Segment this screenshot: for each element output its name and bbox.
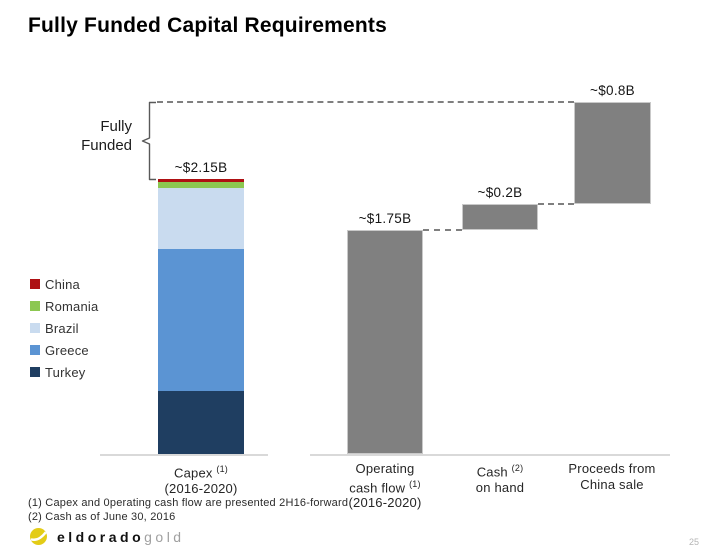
axis-label-proceeds-line2: China sale <box>580 476 644 492</box>
legend-swatch-china <box>30 279 40 289</box>
axis-label-capex: Capex (1) (2016-2020) <box>146 462 256 496</box>
axis-label-ocf-line2: cash flow <box>349 479 406 495</box>
axis-label-operating-cash-flow: Operating cash flow (1) (2016-2020) <box>340 461 430 511</box>
axis-label-capex-line2: (2016-2020) <box>164 480 238 496</box>
logo-text-eldorado: eldorado <box>57 528 145 545</box>
axis-label-cash-line1: Cash <box>476 464 508 480</box>
capex-segment-china <box>158 178 244 182</box>
legend-label-turkey: Turkey <box>45 364 86 380</box>
bar-cash-on-hand <box>462 204 538 230</box>
capex-total-label: ~$2.15B <box>174 159 228 175</box>
footer-logo: eldorado gold <box>30 528 185 545</box>
fully-funded-label: Fully Funded <box>56 117 132 155</box>
axis-label-cash-line2: on hand <box>475 479 525 495</box>
footnote-marker-2: (2) <box>511 463 524 473</box>
capex-segment-greece <box>158 249 244 392</box>
axis-label-ocf-line1: Operating <box>355 461 415 476</box>
sources-axis-line <box>310 454 670 456</box>
legend-swatch-brazil <box>30 323 40 333</box>
footnotes: (1) Capex and 0perating cash flow are pr… <box>28 497 348 524</box>
cash-on-hand-value-label: ~$0.2B <box>477 185 523 201</box>
axis-label-cash-on-hand: Cash (2) on hand <box>455 461 545 495</box>
capex-segment-brazil <box>158 187 244 250</box>
capex-axis-line <box>100 454 268 456</box>
legend: China Romania Brazil Greece Turkey <box>30 277 98 387</box>
axis-label-proceeds: Proceeds from China sale <box>557 461 667 492</box>
fully-funded-label-line1: Fully <box>100 118 132 135</box>
legend-label-brazil: Brazil <box>45 320 79 336</box>
page-title: Fully Funded Capital Requirements <box>28 14 387 37</box>
fully-funded-bracket <box>141 101 156 181</box>
fully-funded-dashed-line <box>157 101 574 103</box>
footnote-marker-1: (1) <box>216 464 228 474</box>
legend-label-romania: Romania <box>45 298 99 314</box>
legend-item-turkey: Turkey <box>30 364 98 380</box>
footnote-1: (1) Capex and 0perating cash flow are pr… <box>28 497 349 509</box>
fully-funded-label-line2: Funded <box>81 137 132 154</box>
legend-item-romania: Romania <box>30 298 99 314</box>
logo-text-gold: gold <box>144 528 185 545</box>
legend-label-greece: Greece <box>45 342 89 358</box>
legend-item-brazil: Brazil <box>30 320 98 336</box>
legend-item-china: China <box>30 276 98 292</box>
legend-label-china: China <box>45 276 80 292</box>
connector-cash-to-proceeds <box>538 203 574 206</box>
axis-label-proceeds-line1: Proceeds from <box>568 461 656 476</box>
proceeds-value-label: ~$0.8B <box>590 83 635 98</box>
legend-item-greece: Greece <box>30 342 98 358</box>
axis-label-capex-line1: Capex <box>174 465 213 481</box>
capex-segment-turkey <box>158 391 244 454</box>
legend-swatch-romania <box>30 301 40 311</box>
bar-proceeds-china-sale <box>574 102 651 205</box>
bar-operating-cash-flow <box>347 230 423 454</box>
capex-segment-romania <box>158 182 244 188</box>
operating-cash-flow-value-label: ~$1.75B <box>358 211 412 226</box>
eldorado-gold-logo-icon <box>30 528 47 545</box>
axis-label-ocf-line3: (2016-2020) <box>348 495 422 511</box>
connector-ocf-to-cash <box>423 229 462 231</box>
page-number: 25 <box>688 537 699 547</box>
footnote-2: (2) Cash as of June 30, 2016 <box>28 510 176 523</box>
legend-swatch-greece <box>30 345 40 355</box>
legend-swatch-turkey <box>30 367 40 377</box>
footnote-marker-1: (1) <box>409 478 421 489</box>
